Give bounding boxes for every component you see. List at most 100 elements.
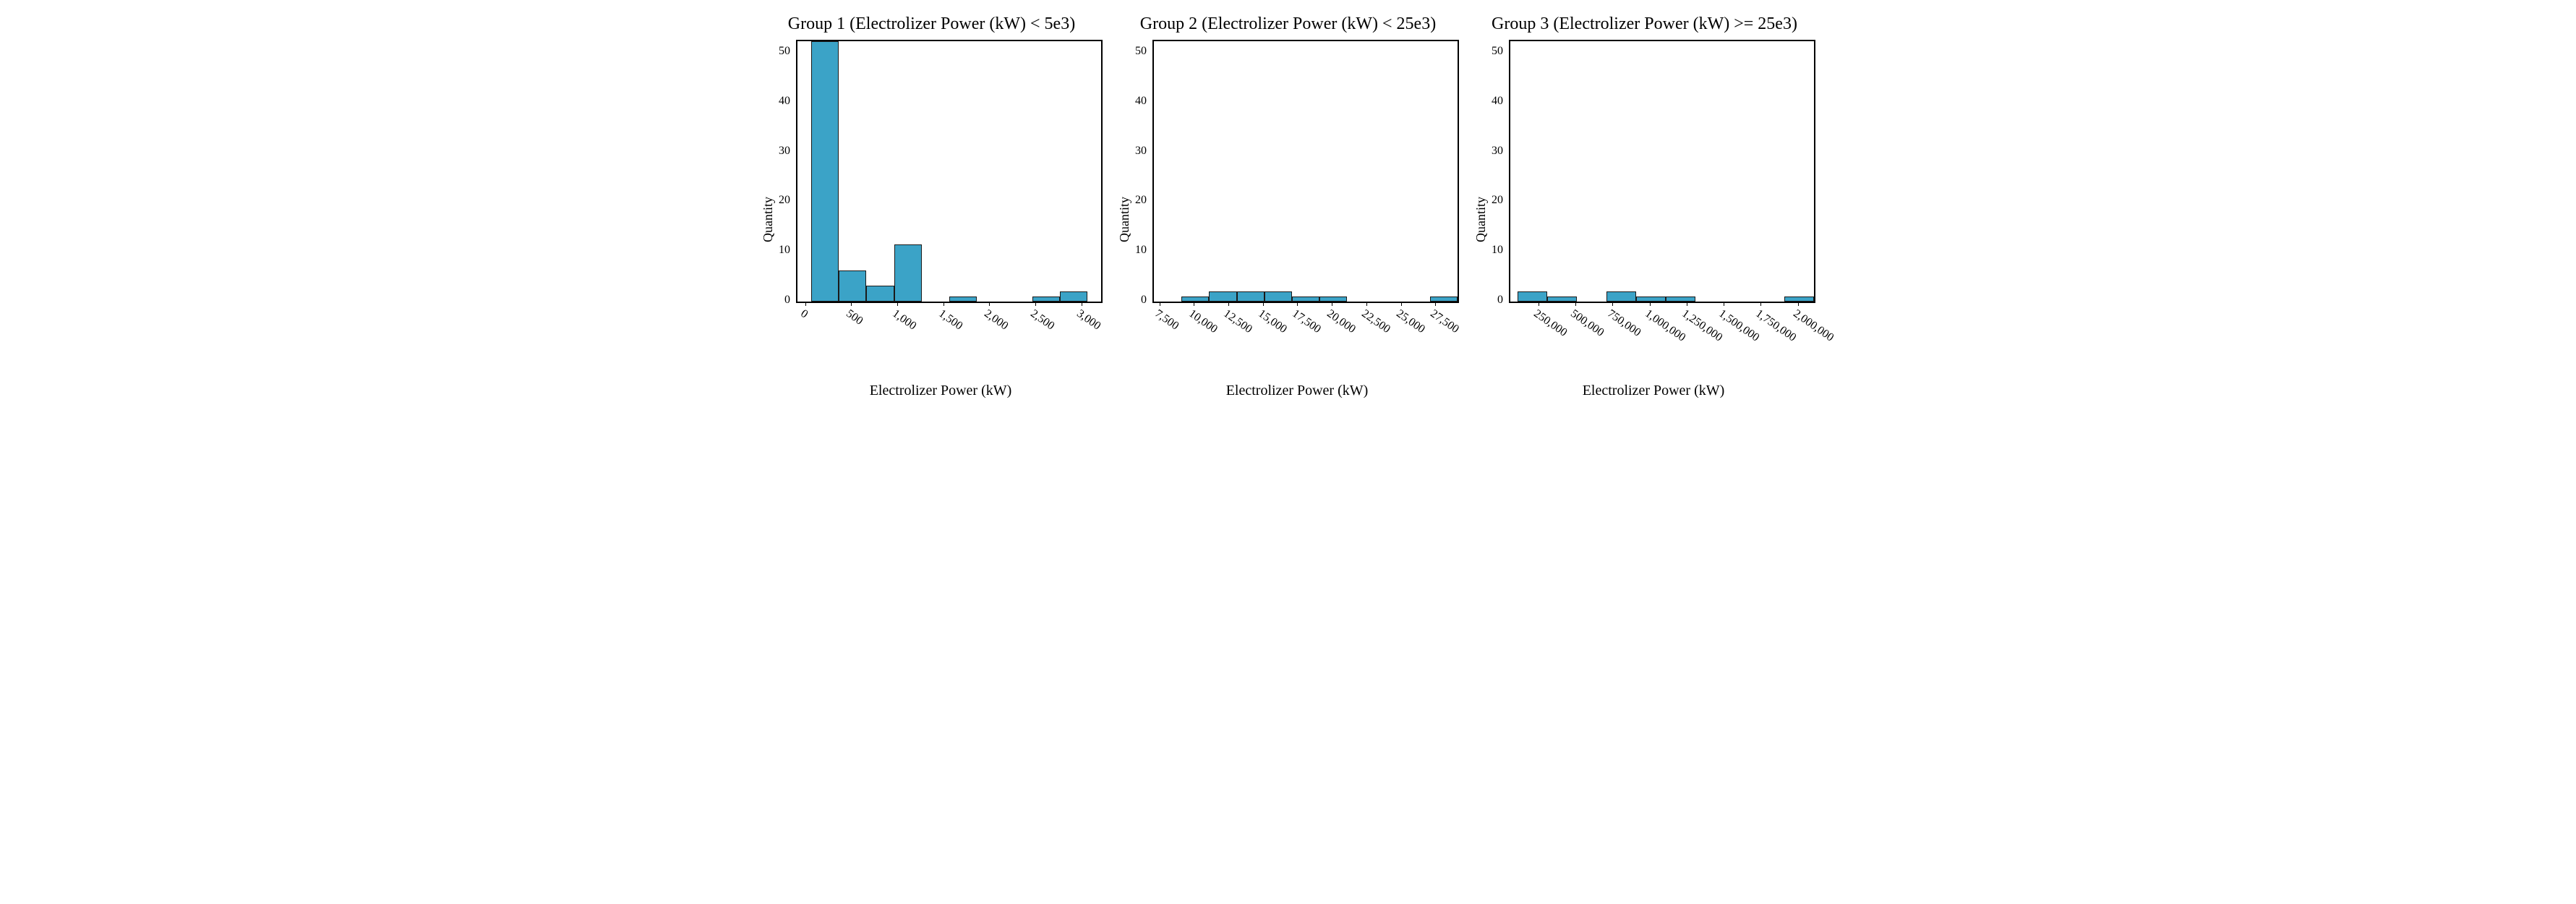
y-tick-label: 40 <box>1135 95 1147 107</box>
y-axis-label: Quantity <box>761 197 776 242</box>
x-axis-label: Electrolizer Power (kW) <box>1135 383 1459 399</box>
x-tick-label: 1,500,000 <box>1716 307 1762 344</box>
x-tick-mark <box>851 302 852 306</box>
x-tick-mark <box>1650 302 1651 306</box>
plot-with-axes: 50403020100504030201007,50010,00012,5001… <box>1135 40 1459 399</box>
x-tick-label: 1,250,000 <box>1679 307 1725 344</box>
y-tick-label: 10 <box>1135 244 1147 256</box>
y-tick-label: 50 <box>779 46 790 57</box>
x-tick-row: 7,50010,00012,50015,00017,50020,00022,50… <box>1152 303 1456 346</box>
chart-panel-group3: Group 3 (Electrolizer Power (kW) >= 25e3… <box>1473 14 1815 399</box>
y-tick-label: 10 <box>1492 244 1503 256</box>
x-tick-label: 1,000,000 <box>1642 307 1687 344</box>
x-tick-label: 22,500 <box>1359 307 1392 336</box>
charts-container: Group 1 (Electrolizer Power (kW) < 5e3) Q… <box>14 14 2562 399</box>
x-tick-label: 12,500 <box>1221 307 1254 336</box>
x-tick-mark <box>1263 302 1264 306</box>
x-row-flex: 504030201007,50010,00012,50015,00017,500… <box>1135 303 1459 346</box>
x-tick-label: 20,000 <box>1325 307 1358 336</box>
x-tick-label: 250,000 <box>1531 307 1570 340</box>
chart-body: Quantity5040302010050403020100250,000500… <box>1473 40 1815 399</box>
y-axis-label: Quantity <box>1473 197 1489 242</box>
plot-row: 50403020100 <box>1492 40 1815 303</box>
x-tick-mark <box>1435 302 1436 306</box>
histogram-bar <box>1265 291 1292 302</box>
histogram-bar <box>1784 297 1814 302</box>
y-tick-label: 40 <box>1492 95 1503 107</box>
x-tick-label: 0 <box>797 307 810 321</box>
x-tick-label: 2,000 <box>982 307 1011 333</box>
plot-area <box>796 40 1103 303</box>
x-tick-mark <box>1798 302 1799 306</box>
x-axis-label: Electrolizer Power (kW) <box>779 383 1103 399</box>
histogram-bar <box>1209 291 1236 302</box>
x-tick-mark <box>1612 302 1613 306</box>
histogram-bar <box>1319 297 1347 302</box>
chart-title: Group 2 (Electrolizer Power (kW) < 25e3) <box>1140 14 1436 34</box>
histogram-bar <box>1636 297 1666 302</box>
x-tick-label: 7,500 <box>1152 307 1181 333</box>
x-tick-mark <box>1401 302 1402 306</box>
x-tick-label: 1,750,000 <box>1753 307 1799 344</box>
y-tick-label: 40 <box>779 95 790 107</box>
plot-row: 50403020100 <box>1135 40 1459 303</box>
x-tick-label: 25,000 <box>1393 307 1426 336</box>
chart-title: Group 1 (Electrolizer Power (kW) < 5e3) <box>788 14 1075 34</box>
y-tick-label: 50 <box>1492 46 1503 57</box>
histogram-bar <box>866 286 894 302</box>
histogram-bar <box>1518 291 1547 302</box>
x-tick-mark <box>1760 302 1761 306</box>
histogram-bar <box>1181 297 1209 302</box>
plot-with-axes: 5040302010050403020100250,000500,000750,… <box>1492 40 1815 399</box>
chart-panel-group1: Group 1 (Electrolizer Power (kW) < 5e3) Q… <box>761 14 1103 399</box>
x-tick-row: 05001,0001,5002,0002,5003,000 <box>796 303 1100 346</box>
x-tick-label: 2,000,000 <box>1790 307 1836 344</box>
chart-title: Group 3 (Electrolizer Power (kW) >= 25e3… <box>1492 14 1797 34</box>
x-row-flex: 5040302010005001,0001,5002,0002,5003,000 <box>779 303 1103 346</box>
chart-body: Quantity50403020100504030201007,50010,00… <box>1117 40 1459 399</box>
histogram-bar <box>839 270 866 302</box>
x-tick-label: 10,000 <box>1186 307 1220 336</box>
plot-row: 50 40 30 20 10 0 <box>779 40 1103 303</box>
x-tick-label: 17,500 <box>1290 307 1323 336</box>
x-tick-label: 750,000 <box>1605 307 1643 340</box>
y-tick-label: 20 <box>779 195 790 206</box>
x-tick-label: 15,000 <box>1255 307 1288 336</box>
y-tick-column: 50403020100 <box>1492 40 1509 300</box>
y-tick-label: 20 <box>1492 195 1503 206</box>
histogram-bar <box>894 244 922 302</box>
x-tick-mark <box>1228 302 1229 306</box>
y-tick-column: 50403020100 <box>779 40 796 300</box>
x-tick-label: 1,000 <box>890 307 919 333</box>
plot-with-axes: 504030201005040302010005001,0001,5002,00… <box>779 40 1103 399</box>
x-tick-label: 500,000 <box>1568 307 1606 340</box>
y-tick-column: 50403020100 <box>1135 40 1152 300</box>
x-tick-row: 250,000500,000750,0001,000,0001,250,0001… <box>1509 303 1813 346</box>
histogram-bar <box>1606 291 1636 302</box>
histogram-bar <box>1060 291 1087 302</box>
histogram-bar <box>1666 297 1695 302</box>
y-tick-label: 30 <box>1135 145 1147 157</box>
x-tick-mark <box>1297 302 1298 306</box>
histogram-bar <box>1237 291 1265 302</box>
histogram-bar <box>1547 297 1577 302</box>
x-tick-label: 2,500 <box>1028 307 1057 333</box>
x-row-flex: 50403020100250,000500,000750,0001,000,00… <box>1492 303 1815 346</box>
plot-area <box>1152 40 1459 303</box>
histogram-bar <box>811 41 839 302</box>
x-tick-mark <box>1366 302 1367 306</box>
x-tick-mark <box>943 302 944 306</box>
y-tick-label: 30 <box>779 145 790 157</box>
x-tick-label: 500 <box>844 307 865 328</box>
y-tick-label: 10 <box>779 244 790 256</box>
x-tick-mark <box>805 302 806 306</box>
chart-panel-group2: Group 2 (Electrolizer Power (kW) < 25e3)… <box>1117 14 1459 399</box>
x-tick-label: 3,000 <box>1074 307 1103 333</box>
plot-area <box>1509 40 1815 303</box>
x-tick-label: 27,500 <box>1428 307 1461 336</box>
y-tick-label: 0 <box>1141 294 1147 306</box>
y-tick-label: 0 <box>1497 294 1503 306</box>
x-tick-mark <box>989 302 990 306</box>
x-axis-label: Electrolizer Power (kW) <box>1492 383 1815 399</box>
y-tick-label: 0 <box>784 294 790 306</box>
